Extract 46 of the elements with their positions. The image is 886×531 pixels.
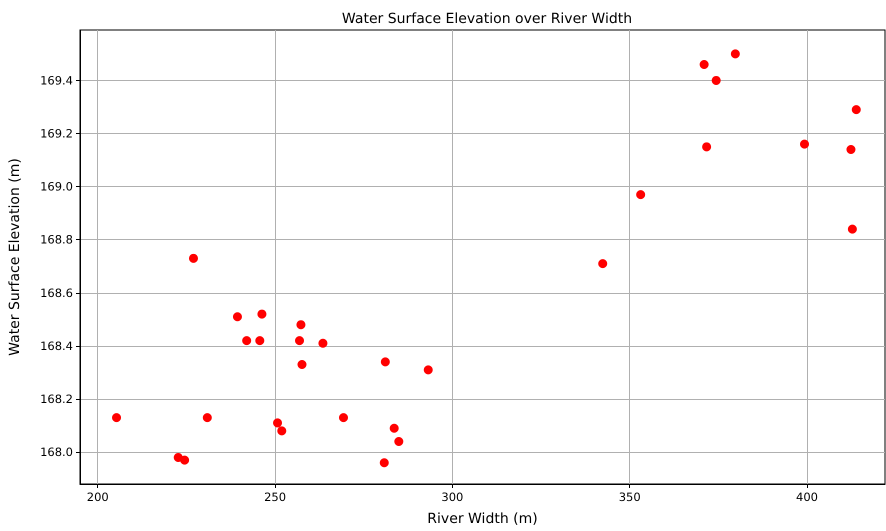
point [598,259,608,268]
point [242,336,252,346]
y-tick-label: 168.4 [40,338,73,353]
point [390,424,399,433]
y-tick-label: 168.6 [40,286,73,300]
y-tick-label: 169.0 [40,180,73,194]
point [180,456,190,465]
point [394,437,404,446]
point [712,76,721,85]
x-tick-label: 400 [796,490,818,504]
point [424,365,433,374]
chart-title: Water Surface Elevation over River Width [342,11,632,27]
y-tick-label: 169.4 [40,73,73,88]
point [112,413,122,422]
point [255,336,264,346]
y-tick-label: 169.2 [40,126,73,141]
point [700,60,709,70]
point [232,312,242,322]
point [636,190,646,200]
point [298,360,306,370]
point [800,140,809,149]
point [702,142,712,152]
x-tick-label: 200 [86,490,109,504]
x-axis-title: River Width (m) [427,511,538,527]
point [848,224,857,234]
point [188,254,198,263]
point [852,105,861,114]
x-tick-label: 250 [264,490,286,504]
y-tick-label: 168.0 [40,445,73,460]
point [273,418,282,428]
point [846,144,856,154]
point [202,413,212,422]
point [380,458,389,468]
point [318,338,328,348]
x-tick-label: 300 [441,490,464,504]
point [257,310,266,319]
y-tick-label: 168.2 [40,392,73,406]
point [338,413,348,422]
point [277,426,286,436]
y-tick-label: 168.8 [40,232,73,247]
point [295,336,304,346]
point [380,357,390,366]
y-axis-title: Water Surface Elevation (m) [7,158,23,356]
point [730,49,740,58]
x-tick-label: 350 [618,490,641,504]
point [296,320,306,330]
